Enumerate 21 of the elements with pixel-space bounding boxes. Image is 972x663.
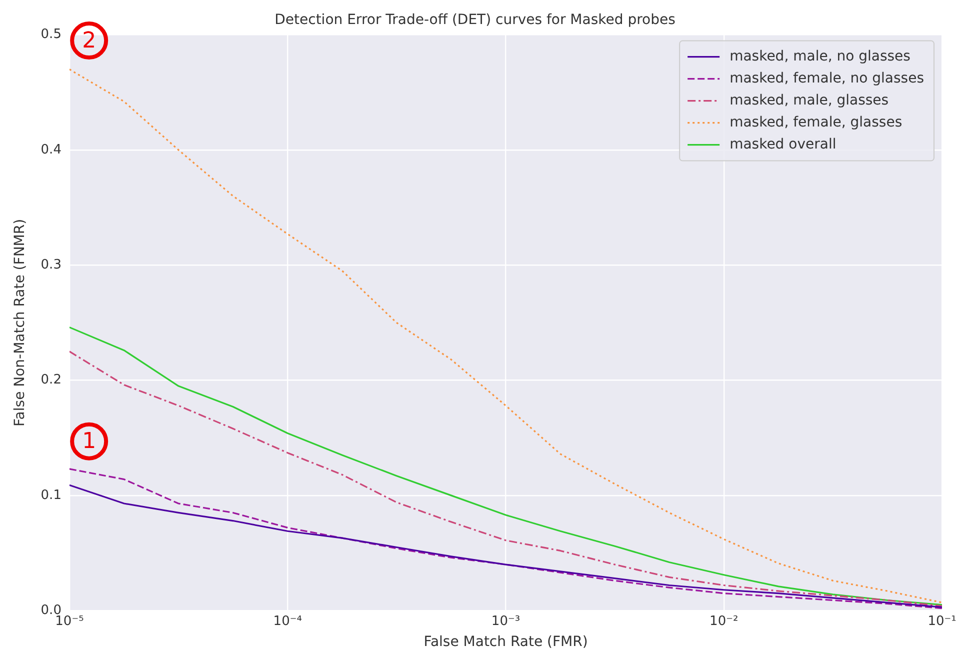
y-tick-label: 0.5 <box>40 27 62 42</box>
x-tick-label: 10⁻³ <box>491 614 520 629</box>
line-series <box>69 68 942 604</box>
legend-label: masked overall <box>730 136 836 152</box>
x-tick-label: 10⁻⁵ <box>55 614 84 629</box>
y-tick-label: 0.2 <box>40 372 62 388</box>
chart-title: Detection Error Trade-off (DET) curves for Masked probes <box>274 12 676 28</box>
x-tick-label: 10⁻² <box>710 614 738 629</box>
legend-label: masked, male, glasses <box>730 92 889 108</box>
y-tick-label: 0.4 <box>40 142 62 158</box>
x-axis-title: False Match Rate (FMR) <box>424 634 588 650</box>
legend-label: masked, female, glasses <box>730 114 902 130</box>
y-tick-label: 0.3 <box>40 257 62 272</box>
x-tick-label: 10⁻⁴ <box>273 614 302 629</box>
y-axis-title: False Non-Match Rate (FNMR) <box>12 218 28 426</box>
x-tick-label: 10⁻¹ <box>928 614 956 629</box>
legend-label: masked, female, no glasses <box>730 70 924 86</box>
legend-label: masked, male, no glasses <box>730 48 910 64</box>
annotation: 2 <box>82 28 96 54</box>
annotation: 1 <box>82 429 96 454</box>
y-tick-label: 0.1 <box>40 488 62 503</box>
